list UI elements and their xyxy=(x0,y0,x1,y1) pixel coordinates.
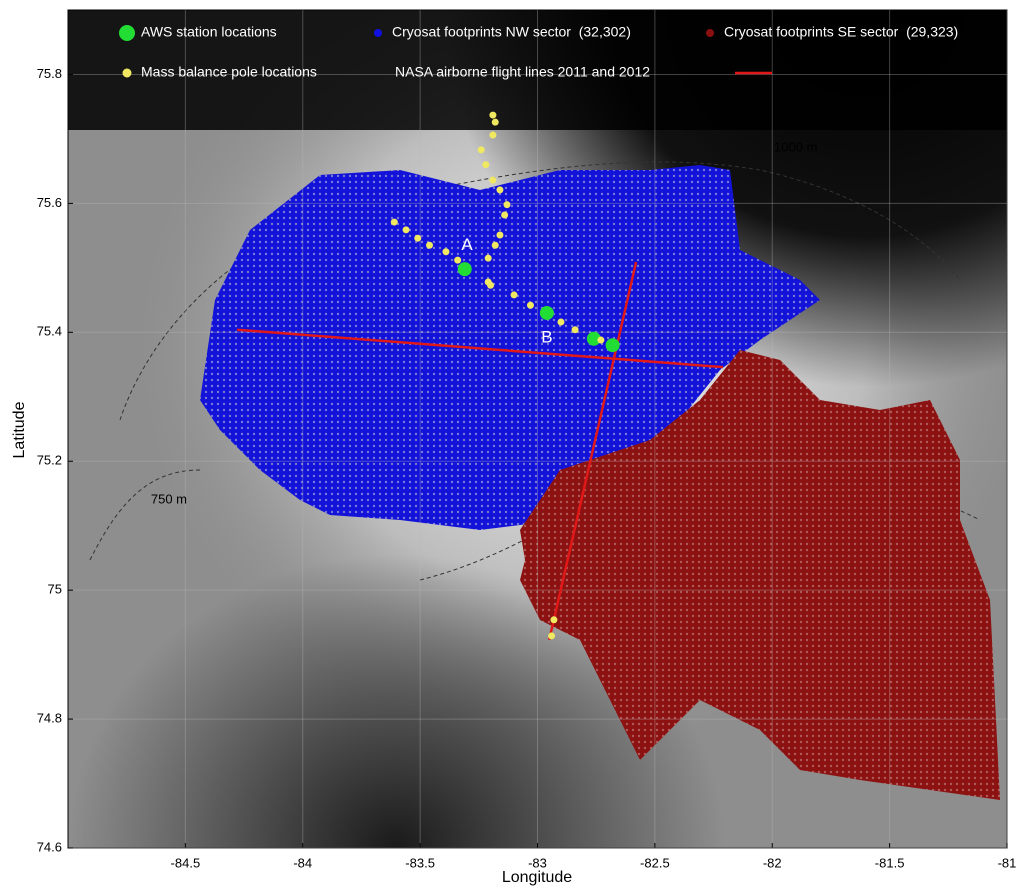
y-tick-label: 74.8 xyxy=(37,711,62,726)
y-axis-title: Latitude xyxy=(11,401,28,458)
point xyxy=(414,235,421,242)
y-tick-label: 75.2 xyxy=(37,453,62,468)
legend-label: NASA airborne flight lines 2011 and 2012 xyxy=(395,64,650,80)
point xyxy=(496,231,503,238)
point xyxy=(482,161,489,168)
annotation: 1000 m xyxy=(774,139,817,154)
legend-label: AWS station locations xyxy=(141,24,277,40)
point xyxy=(426,242,433,249)
x-tick-label: -81.5 xyxy=(875,855,905,870)
annotation: A xyxy=(461,235,473,254)
legend-label: Cryosat footprints NW sector (32,302) xyxy=(392,24,631,40)
annotation: 750 m xyxy=(151,491,187,506)
point xyxy=(501,211,508,218)
annotation: B xyxy=(541,328,552,347)
legend-swatch xyxy=(374,29,382,37)
y-tick-label: 75.8 xyxy=(37,66,62,81)
point xyxy=(503,201,510,208)
point xyxy=(557,318,564,325)
point xyxy=(597,337,604,344)
legend-swatch xyxy=(123,69,132,78)
x-tick-label: -83.5 xyxy=(405,855,435,870)
point xyxy=(492,119,499,126)
y-tick-label: 75 xyxy=(48,582,62,597)
x-tick-label: -84.5 xyxy=(171,855,201,870)
point xyxy=(478,146,485,153)
map-chart: AWS station locations Cryosat footprints … xyxy=(0,0,1016,890)
point xyxy=(403,226,410,233)
x-tick-label: -82.5 xyxy=(640,855,670,870)
point xyxy=(458,262,472,276)
point xyxy=(496,186,503,193)
point xyxy=(442,248,449,255)
point xyxy=(487,282,494,289)
point xyxy=(391,219,398,226)
point xyxy=(485,255,492,262)
point xyxy=(492,242,499,249)
x-tick-label: -81 xyxy=(998,855,1016,870)
x-tick-label: -82 xyxy=(763,855,782,870)
legend-label: Mass balance pole locations xyxy=(141,64,317,80)
point xyxy=(540,306,554,320)
x-tick-label: -84 xyxy=(293,855,312,870)
point xyxy=(454,257,461,264)
point xyxy=(527,302,534,309)
point xyxy=(489,177,496,184)
point xyxy=(489,132,496,139)
y-tick-label: 75.6 xyxy=(37,195,62,210)
legend-swatch xyxy=(119,25,135,41)
point xyxy=(550,616,557,623)
legend-swatch xyxy=(706,29,714,37)
point xyxy=(489,112,496,119)
point xyxy=(511,291,518,298)
point xyxy=(572,326,579,333)
point xyxy=(548,632,555,639)
y-tick-label: 74.6 xyxy=(37,839,62,854)
legend-label: Cryosat footprints SE sector (29,323) xyxy=(724,24,958,40)
x-tick-label: -83 xyxy=(528,855,547,870)
x-axis-title: Longitude xyxy=(502,869,572,886)
point xyxy=(606,338,620,352)
y-tick-label: 75.4 xyxy=(37,324,62,339)
